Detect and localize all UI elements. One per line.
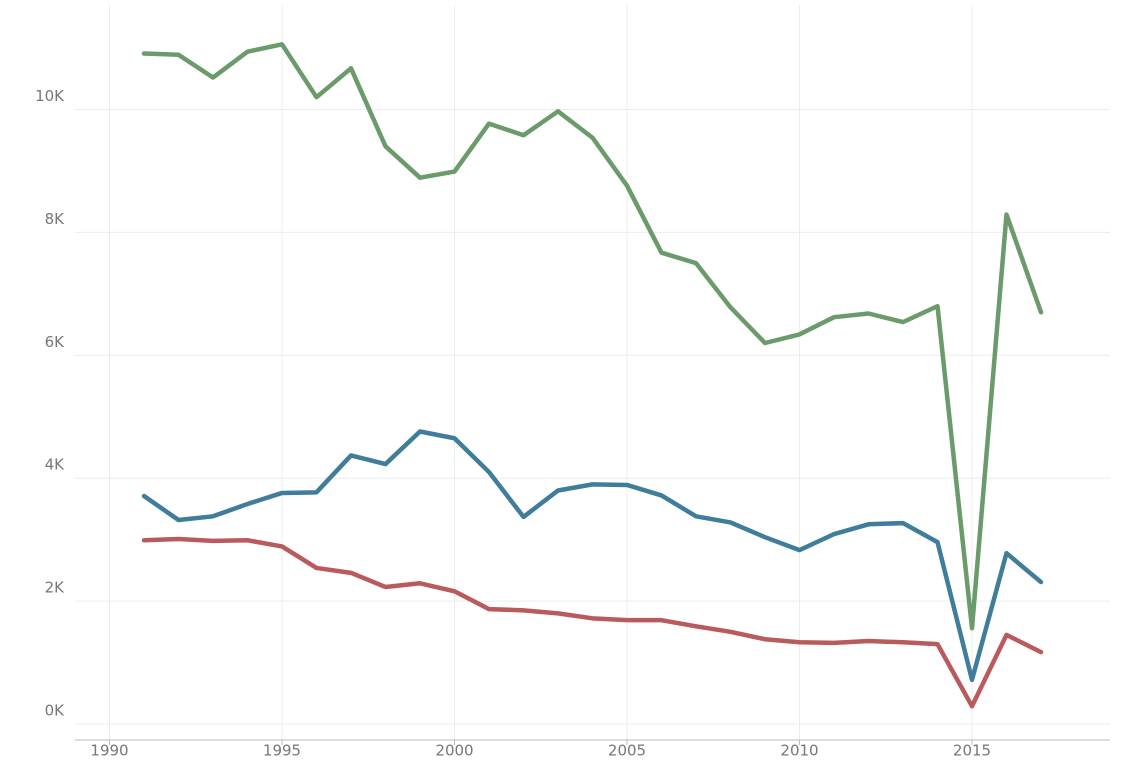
x-tick-label: 2005: [608, 742, 646, 760]
series-line: [141, 429, 1044, 683]
y-tick-label: 4K: [45, 456, 66, 474]
x-tick-label: 2000: [435, 742, 473, 760]
x-tick-label: 1995: [263, 742, 301, 760]
y-tick-label: 10K: [35, 87, 65, 105]
y-tick-label: 0K: [45, 702, 66, 720]
y-tick-label: 2K: [45, 579, 66, 597]
y-tick-label: 6K: [45, 333, 66, 351]
x-tick-label: 1990: [90, 742, 128, 760]
series-line: [141, 536, 1044, 709]
x-tick-label: 2015: [953, 742, 991, 760]
x-tick-label: 2010: [780, 742, 818, 760]
y-tick-label: 8K: [45, 210, 66, 228]
series-line: [141, 42, 1044, 631]
